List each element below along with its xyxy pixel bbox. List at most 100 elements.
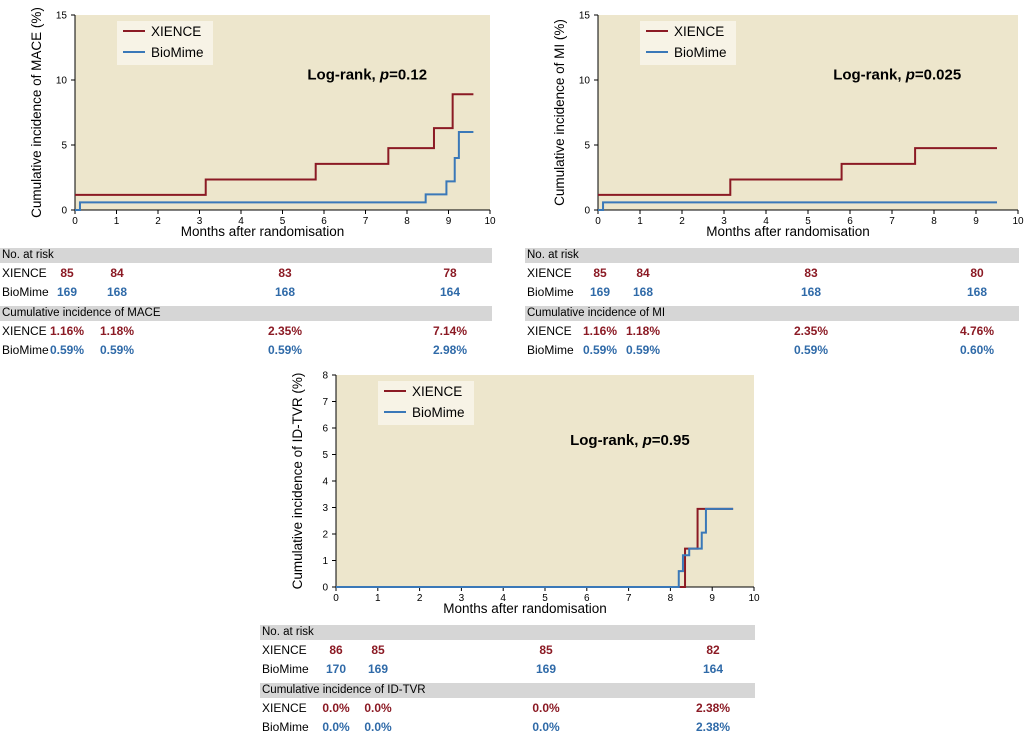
y-tick-label: 15 [579,11,591,22]
risk-cell: 80 [970,266,984,280]
cum-cell: 2.98% [432,343,468,357]
mace-table: No. at risk XIENCE 85 84 83 78 BioMime 169 168 16… [0,248,492,360]
x-tick-label: 3 [197,216,203,227]
y-tick-label: 5 [584,141,590,152]
cum-row-label: XIENCE [527,324,572,338]
risk-row-label: XIENCE [527,266,572,280]
y-tick-label: 5 [322,450,328,461]
cum-cell: 2.38% [695,701,731,715]
series-line-xience [75,93,474,196]
log-rank-annotation: Log-rank, p=0.12 [307,66,427,83]
x-tick-label: 4 [238,216,244,227]
annotation-p: p [905,66,915,83]
x-tick-label: 10 [484,216,496,227]
x-axis-label: Months after randomisation [181,224,345,239]
cum-cell: 2.35% [793,324,829,338]
y-axis-label: Cumulative incidence of ID-TVR (%) [290,373,305,590]
risk-cell: 78 [443,266,457,280]
risk-cell: 85 [60,266,74,280]
cum-cell: 0.59% [267,343,303,357]
series-line-biomime [598,201,997,211]
risk-cell: 168 [106,285,128,299]
cum-row-label: BioMime [527,343,574,357]
mace-chart: 0 1 2 3 4 5 6 7 8 9 10 0 5 10 15 Months after randomisa… [29,7,496,239]
risk-cell: 85 [539,643,553,657]
cum-cell: 4.76% [959,324,995,338]
x-tick-label: 2 [155,216,161,227]
risk-cell: 84 [110,266,124,280]
y-tick-label: 0 [61,206,67,217]
series-line-biomime [75,131,474,211]
legend-label-xience: XIENCE [412,384,462,399]
mi-chart: 0 1 2 3 4 5 6 7 8 9 10 0 5 10 15 Months after randomisa… [552,11,1024,240]
risk-row-label: XIENCE [2,266,47,280]
risk-cell: 169 [367,662,389,676]
cum-cell: 0.59% [582,343,618,357]
cum-row-label: XIENCE [262,701,307,715]
annotation-prefix: Log-rank, [570,432,643,449]
cum-cell: 2.38% [695,720,731,734]
cum-cell: 1.18% [99,324,135,338]
cum-cell: 0.59% [793,343,829,357]
cum-header: Cumulative incidence of MI [525,306,1019,321]
risk-cell: 164 [702,662,724,676]
x-tick-label: 1 [375,593,381,604]
x-tick-label: 2 [417,593,423,604]
x-tick-label: 0 [595,216,601,227]
y-tick-label: 10 [579,76,591,87]
cum-cell: 0.0% [322,701,350,715]
risk-cell: 83 [804,266,818,280]
cum-cell: 0.0% [322,720,350,734]
cum-header: Cumulative incidence of ID-TVR [260,683,755,698]
y-tick-label: 10 [56,76,68,87]
cum-cell: 1.16% [49,324,85,338]
risk-header: No. at risk [260,625,755,640]
idtvr-chart: 0 1 2 3 4 5 6 7 8 9 10 0 1 2 3 4 5 6 7 8 Months after random… [290,371,760,617]
cum-cell: 0.0% [364,720,392,734]
risk-cell: 82 [706,643,720,657]
x-tick-label: 8 [404,216,410,227]
log-rank-annotation: Log-rank, p=0.025 [833,66,961,83]
legend-box [117,21,213,65]
risk-row-label: BioMime [2,285,49,299]
legend-box [640,21,736,65]
x-tick-label: 2 [679,216,685,227]
risk-header: No. at risk [0,248,492,263]
cum-cell: 1.16% [582,324,618,338]
x-tick-label: 4 [763,216,769,227]
x-tick-label: 9 [446,216,452,227]
cum-row-label: XIENCE [2,324,47,338]
cum-cell: 0.59% [625,343,661,357]
risk-row-label: XIENCE [262,643,307,657]
x-tick-label: 3 [459,593,465,604]
y-tick-label: 5 [61,141,67,152]
y-tick-label: 2 [322,530,328,541]
annotation-value: =0.12 [389,66,427,83]
x-tick-label: 3 [721,216,727,227]
x-tick-label: 8 [668,593,674,604]
x-tick-label: 1 [637,216,643,227]
x-tick-label: 10 [748,593,760,604]
x-tick-label: 7 [626,593,632,604]
cum-row-label: BioMime [2,343,49,357]
x-tick-label: 7 [889,216,895,227]
x-tick-label: 6 [321,216,327,227]
x-tick-label: 1 [114,216,120,227]
risk-cell: 169 [589,285,611,299]
x-tick-label: 5 [280,216,286,227]
x-tick-label: 6 [584,593,590,604]
annotation-prefix: Log-rank, [307,66,380,83]
x-tick-label: 0 [72,216,78,227]
risk-cell: 170 [325,662,347,676]
risk-cell: 169 [535,662,557,676]
y-tick-label: 4 [322,477,328,488]
x-tick-label: 9 [709,593,715,604]
risk-cell: 168 [632,285,654,299]
risk-row-label: BioMime [262,662,309,676]
annotation-value: =0.95 [652,432,690,449]
cum-cell: 2.35% [267,324,303,338]
x-tick-label: 0 [333,593,339,604]
legend-label-xience: XIENCE [151,24,201,39]
x-tick-label: 10 [1012,216,1024,227]
y-axis-label: Cumulative incidence of MACE (%) [29,7,44,218]
